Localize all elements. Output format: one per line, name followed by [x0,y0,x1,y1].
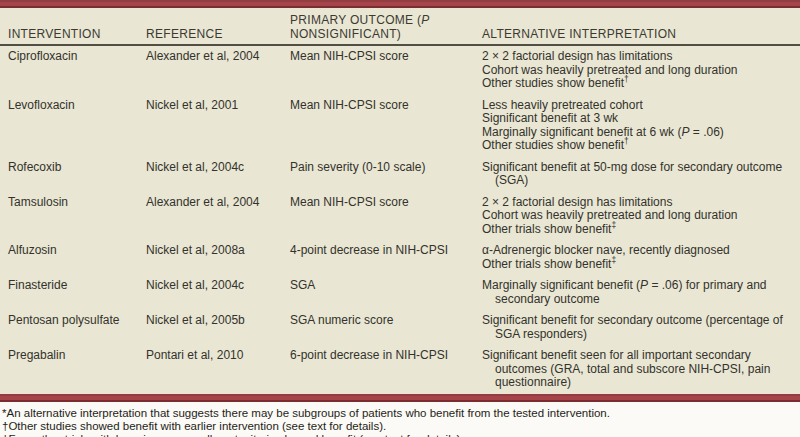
alternative-interpretation-cell: Significant benefit seen for all importa… [482,345,800,394]
reference-cell: Nickel et al, 2004c [146,275,290,310]
footnotes: *An alternative interpretation that sugg… [0,402,800,437]
page: INTERVENTIONREFERENCEPRIMARY OUTCOME (P … [0,0,800,437]
interpretation-line: Cohort was heavily pretreated and long d… [482,209,794,223]
primary-outcome-cell: 4-point decrease in NIH-CPSI [290,240,482,275]
primary-outcome-cell: Pain severity (0-10 scale) [290,157,482,192]
footnote-line: ‡Four other trials with less rigorous en… [2,433,794,437]
intervention-cell: Ciprofloxacin [0,45,146,95]
primary-outcome-cell: 6-point decrease in NIH-CPSI [290,345,482,394]
interpretation-line: Significant benefit seen for all importa… [482,349,794,390]
interpretation-line: Less heavily pretreated cohort [482,99,794,113]
primary-outcome-cell: Mean NIH-CPSI score [290,45,482,95]
intervention-cell: Levofloxacin [0,95,146,157]
column-header: PRIMARY OUTCOME (P NONSIGNIFICANT) [290,8,482,45]
bottom-red-rule [0,394,800,402]
interpretation-line: Marginally significant benefit (P = .06)… [482,279,794,306]
reference-cell: Nickel et al, 2008a [146,240,290,275]
interpretation-line: 2 × 2 factorial design has limitations [482,50,794,64]
table-row: TamsulosinAlexander et al, 2004Mean NIH-… [0,192,800,241]
alternative-interpretation-cell: α-Adrenergic blocker nave, recently diag… [482,240,800,275]
interpretation-line: Cohort was heavily pretreated and long d… [482,64,794,78]
table-row: CiprofloxacinAlexander et al, 2004Mean N… [0,45,800,95]
footnote-line: *An alternative interpretation that sugg… [2,407,794,420]
reference-cell: Alexander et al, 2004 [146,45,290,95]
interpretation-line: Other studies show benefit† [482,139,794,153]
interpretation-line: Significant benefit at 50-mg dose for se… [482,161,794,188]
intervention-cell: Rofecoxib [0,157,146,192]
interpretation-line: 2 × 2 factorial design has limitations [482,196,794,210]
table-row: RofecoxibNickel et al, 2004cPain severit… [0,157,800,192]
alternative-interpretation-cell: 2 × 2 factorial design has limitationsCo… [482,192,800,241]
top-red-rule [0,0,800,8]
primary-outcome-cell: SGA numeric score [290,310,482,345]
intervention-cell: Alfuzosin [0,240,146,275]
table-panel: INTERVENTIONREFERENCEPRIMARY OUTCOME (P … [0,0,800,402]
outcomes-table: INTERVENTIONREFERENCEPRIMARY OUTCOME (P … [0,8,800,394]
reference-cell: Nickel et al, 2004c [146,157,290,192]
footnote-line: †Other studies showed benefit with earli… [2,420,794,433]
interpretation-line: Marginally significant benefit at 6 wk (… [482,126,794,140]
reference-cell: Pontari et al, 2010 [146,345,290,394]
table-row: AlfuzosinNickel et al, 2008a4-point decr… [0,240,800,275]
intervention-cell: Pentosan polysulfate [0,310,146,345]
reference-cell: Nickel et al, 2005b [146,310,290,345]
alternative-interpretation-cell: Less heavily pretreated cohortSignifican… [482,95,800,157]
reference-cell: Alexander et al, 2004 [146,192,290,241]
column-header: REFERENCE [146,8,290,45]
table-header-row: INTERVENTIONREFERENCEPRIMARY OUTCOME (P … [0,8,800,45]
alternative-interpretation-cell: Significant benefit for secondary outcom… [482,310,800,345]
alternative-interpretation-cell: Marginally significant benefit (P = .06)… [482,275,800,310]
primary-outcome-cell: Mean NIH-CPSI score [290,192,482,241]
table-row: Pentosan polysulfateNickel et al, 2005bS… [0,310,800,345]
table-row: LevofloxacinNickel et al, 2001Mean NIH-C… [0,95,800,157]
interpretation-line: Other trials show benefit‡ [482,258,794,272]
intervention-cell: Tamsulosin [0,192,146,241]
interpretation-line: Significant benefit at 3 wk [482,112,794,126]
interpretation-line: α-Adrenergic blocker nave, recently diag… [482,244,794,258]
primary-outcome-cell: Mean NIH-CPSI score [290,95,482,157]
column-header: INTERVENTION [0,8,146,45]
primary-outcome-cell: SGA [290,275,482,310]
interpretation-line: Other studies show benefit† [482,77,794,91]
reference-cell: Nickel et al, 2001 [146,95,290,157]
alternative-interpretation-cell: 2 × 2 factorial design has limitationsCo… [482,45,800,95]
column-header: ALTERNATIVE INTERPRETATION [482,8,800,45]
intervention-cell: Pregabalin [0,345,146,394]
table-body: CiprofloxacinAlexander et al, 2004Mean N… [0,45,800,394]
intervention-cell: Finasteride [0,275,146,310]
interpretation-line: Other trials show benefit‡ [482,223,794,237]
alternative-interpretation-cell: Significant benefit at 50-mg dose for se… [482,157,800,192]
interpretation-line: Significant benefit for secondary outcom… [482,314,794,341]
table-row: FinasterideNickel et al, 2004cSGAMargina… [0,275,800,310]
table-row: PregabalinPontari et al, 20106-point dec… [0,345,800,394]
